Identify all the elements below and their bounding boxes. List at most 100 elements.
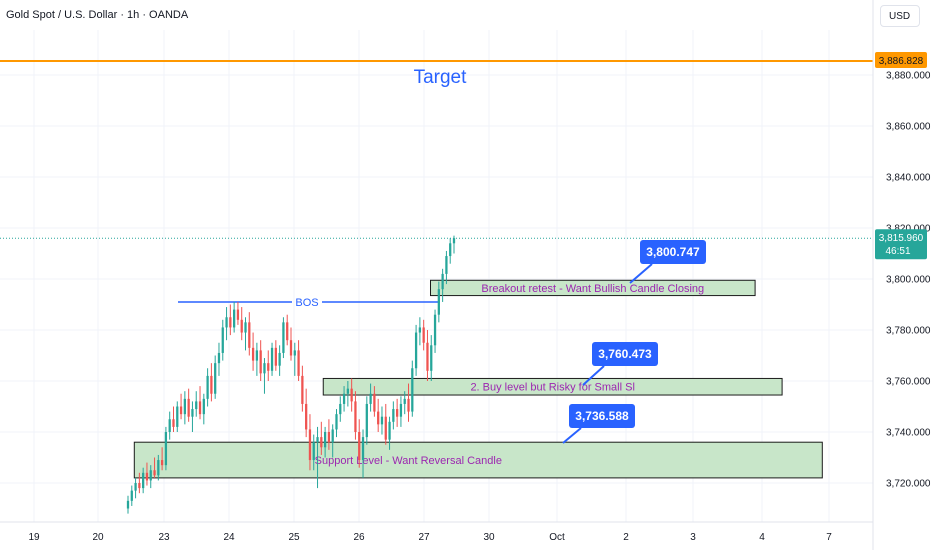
callout-3736[interactable]: 3,736.588: [562, 404, 635, 444]
candle: [164, 426, 168, 471]
candle-body: [244, 322, 247, 333]
candle-body: [259, 350, 262, 374]
candle: [210, 363, 213, 402]
candle-body: [437, 289, 440, 315]
candle-body: [149, 470, 152, 481]
candle: [327, 419, 331, 450]
candle: [225, 307, 228, 341]
candle-body: [191, 409, 194, 417]
time-axis[interactable]: 19 20 23 24 25 26 27 30 Oct 2 3 4 7: [0, 521, 873, 543]
price-tick-label: 3,760.000: [886, 377, 931, 388]
time-tick-label: 2: [623, 532, 629, 543]
candle-body: [346, 388, 349, 394]
candle-body: [369, 393, 372, 404]
candle-body: [198, 401, 202, 415]
price-tick-label: 3,800.000: [886, 275, 931, 286]
time-tick-label: 25: [288, 532, 300, 543]
zone-buy-level[interactable]: [322, 377, 783, 396]
candle-body: [210, 375, 213, 394]
candle: [426, 330, 429, 381]
candle: [126, 495, 130, 514]
candle-body: [195, 401, 198, 410]
candle-body: [267, 363, 270, 371]
candle: [130, 485, 133, 506]
target-label: Target: [414, 67, 468, 88]
candle: [342, 386, 346, 412]
candle-body: [380, 416, 384, 425]
currency-button[interactable]: USD: [880, 5, 920, 27]
current-price-label: 3,815.960: [879, 233, 924, 244]
candle: [449, 238, 452, 264]
candle-body: [217, 352, 221, 364]
candle: [384, 403, 387, 445]
callout-3800[interactable]: 3,800.747: [629, 240, 706, 284]
candle-body: [388, 421, 391, 440]
candle: [286, 314, 289, 346]
candle: [157, 454, 160, 481]
candle: [251, 332, 255, 371]
candle-body: [286, 322, 289, 341]
candle: [312, 434, 315, 471]
candle: [191, 401, 194, 432]
candle: [301, 365, 304, 412]
candle: [221, 319, 224, 361]
candle: [153, 457, 156, 478]
candle: [206, 368, 209, 407]
time-tick-label: 30: [483, 532, 495, 543]
time-tick-label: 4: [759, 532, 765, 543]
symbol-title[interactable]: Gold Spot / U.S. Dollar · 1h · OANDA: [6, 9, 189, 21]
candle: [422, 319, 425, 351]
candle: [183, 391, 186, 425]
candle-body: [255, 350, 259, 361]
candle: [414, 324, 418, 376]
candle-body: [411, 368, 414, 412]
candle-body: [308, 429, 312, 461]
zone-support[interactable]: [133, 441, 823, 479]
candle-body: [225, 317, 228, 328]
candle: [335, 409, 338, 438]
target-price-tag[interactable]: [875, 52, 927, 68]
time-tick-label: 27: [418, 532, 430, 543]
candle: [441, 268, 444, 302]
candle-body: [179, 406, 183, 415]
candle: [270, 342, 274, 376]
candle: [233, 301, 236, 333]
callout-label: 3,736.588: [575, 409, 629, 423]
candle-body: [297, 350, 300, 376]
candle: [430, 335, 433, 381]
candle-body: [445, 256, 448, 274]
candle-body: [172, 419, 175, 427]
candle: [179, 393, 183, 420]
time-tick-label: 20: [92, 532, 104, 543]
candle: [354, 391, 357, 440]
callout-label: 3,800.747: [646, 245, 700, 259]
candle: [248, 312, 251, 356]
price-tick-label: 3,880.000: [886, 71, 931, 82]
candle: [274, 340, 277, 371]
candle: [399, 396, 403, 427]
candle-body: [320, 437, 323, 448]
time-tick-label: 3: [690, 532, 696, 543]
zone-breakout-retest[interactable]: [430, 279, 756, 297]
candle-body: [206, 375, 209, 399]
candle-countdown: 46:51: [885, 246, 910, 257]
callout-3760[interactable]: 3,760.473: [582, 342, 658, 386]
candle: [289, 327, 293, 361]
candle-body: [176, 406, 179, 427]
candle: [297, 340, 300, 381]
candle-body: [145, 472, 149, 481]
candle: [320, 421, 323, 455]
candle: [149, 465, 152, 489]
candle-body: [202, 398, 205, 415]
candle-body: [138, 483, 141, 489]
candle-body: [339, 403, 342, 415]
candle-body: [274, 347, 277, 366]
candle: [142, 467, 145, 494]
price-axis[interactable]: 3,720.000 3,740.000 3,760.000 3,780.000 3,80…: [872, 0, 931, 550]
current-price-tag[interactable]: [875, 229, 927, 260]
candle: [195, 391, 198, 417]
price-tick-label: 3,820.000: [886, 224, 931, 235]
candle-body: [433, 314, 437, 346]
callout-pointer: [629, 263, 653, 284]
